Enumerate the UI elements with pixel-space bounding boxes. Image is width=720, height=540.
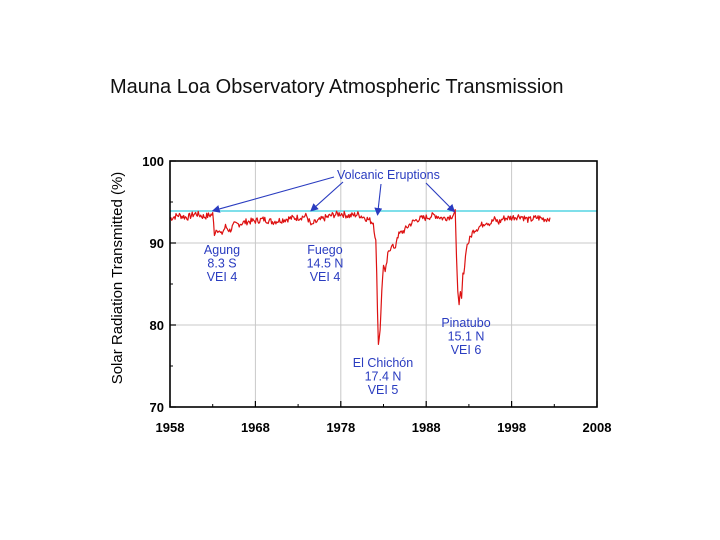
x-tick-label: 1988 <box>412 420 441 435</box>
eruption-latitude: 17.4 N <box>365 370 402 384</box>
chart-title: Mauna Loa Observatory Atmospheric Transm… <box>110 76 564 98</box>
eruption-name: Fuego <box>307 243 342 257</box>
eruption-latitude: 15.1 N <box>448 330 485 344</box>
x-tick-label: 2008 <box>583 420 612 435</box>
eruption-arrow <box>310 181 344 212</box>
x-tick-label: 1968 <box>241 420 270 435</box>
eruption-vei: VEI 4 <box>310 270 341 284</box>
eruption-name: El Chichón <box>353 356 413 370</box>
y-axis-label: Solar Radiation Transmitted (%) <box>109 172 126 385</box>
y-tick-label: 100 <box>142 154 164 169</box>
eruption-latitude: 8.3 S <box>207 257 236 271</box>
eruption-arrow <box>374 183 383 216</box>
eruption-name: Agung <box>204 243 240 257</box>
eruption-vei: VEI 5 <box>368 383 399 397</box>
volcanic-eruptions-label: Volcanic Eruptions <box>337 168 440 182</box>
eruption-arrow <box>211 176 335 213</box>
eruption-arrow <box>425 182 456 213</box>
y-tick-label: 80 <box>150 318 164 333</box>
y-tick-label: 70 <box>150 400 164 415</box>
eruption-name: Pinatubo <box>441 316 490 330</box>
eruption-vei: VEI 4 <box>207 270 238 284</box>
eruption-latitude: 14.5 N <box>307 257 344 271</box>
series-line <box>169 209 551 345</box>
y-tick-label: 90 <box>150 236 164 251</box>
x-tick-label: 1978 <box>326 420 355 435</box>
x-tick-label: 1998 <box>497 420 526 435</box>
eruption-vei: VEI 6 <box>451 343 482 357</box>
x-tick-label: 1958 <box>156 420 185 435</box>
